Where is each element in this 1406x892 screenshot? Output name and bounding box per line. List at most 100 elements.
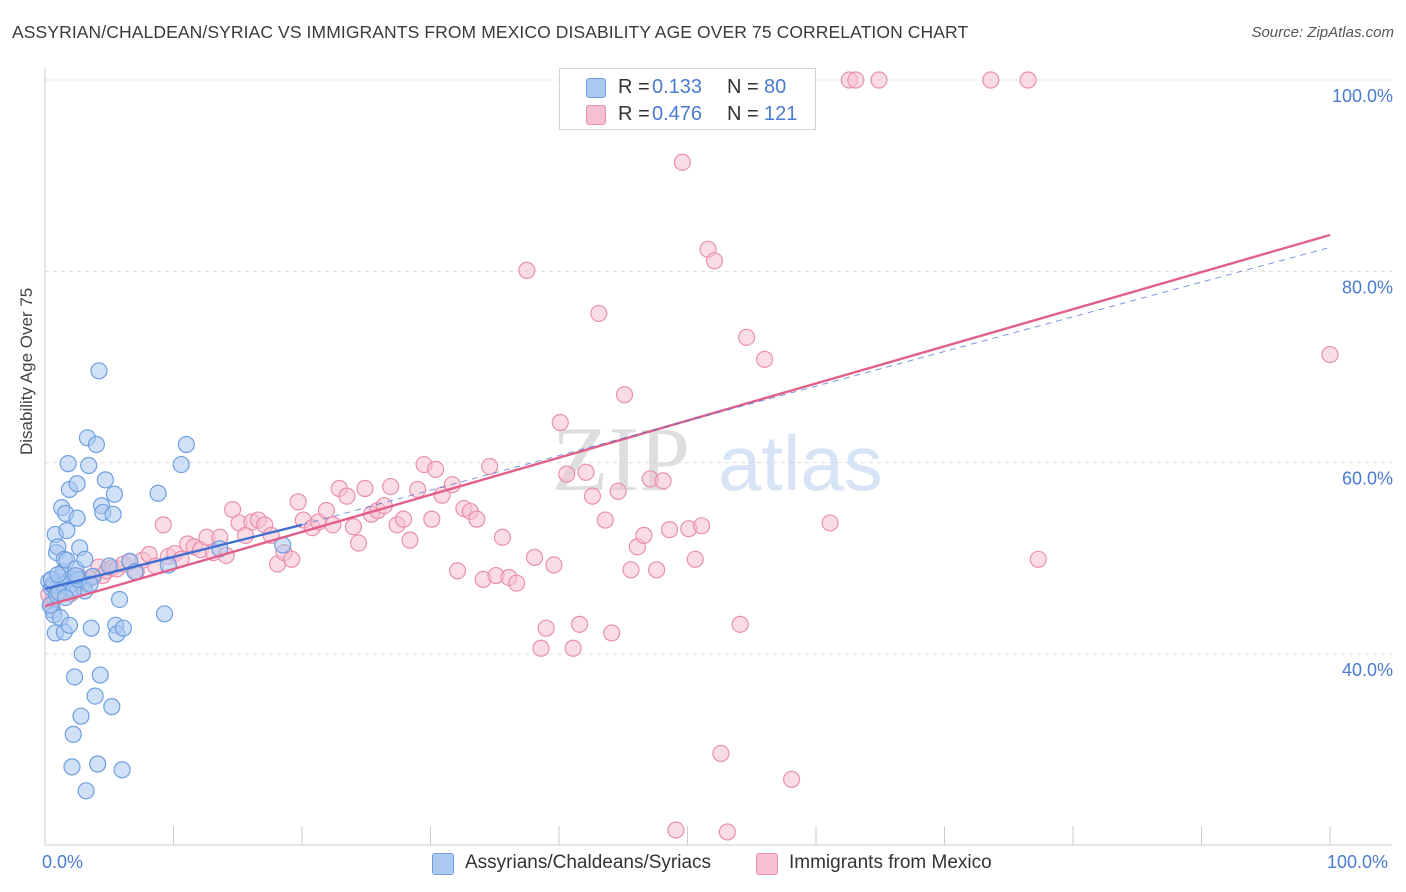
- legend-r-value: 0.133: [652, 76, 703, 98]
- legend-n-value: 80: [764, 76, 787, 98]
- assyrian-point: [172, 455, 190, 474]
- assyrian-point: [113, 761, 131, 779]
- mexico-point: [401, 531, 419, 549]
- y-tick-label: 40.0%: [1342, 660, 1393, 680]
- source-credit: Source: ZipAtlas.com: [1251, 24, 1394, 41]
- assyrian-point: [49, 565, 67, 584]
- mexico-point: [577, 463, 595, 481]
- assyrian-point: [96, 471, 114, 489]
- assyrian-point: [89, 755, 107, 773]
- mexico-point: [738, 328, 756, 346]
- legend-r-label: R =: [618, 76, 650, 98]
- mexico-point: [782, 770, 801, 788]
- mexico-point: [394, 510, 413, 528]
- mexico-point: [596, 511, 614, 529]
- mexico-point: [525, 548, 544, 566]
- bottom-legend-swatch-mexico: [756, 853, 778, 875]
- watermark: ZIP atlas: [552, 408, 883, 510]
- assyrian-point: [72, 707, 90, 725]
- assyrian-point: [114, 619, 132, 637]
- assyrian-point: [104, 505, 122, 523]
- mexico-point: [468, 510, 486, 528]
- y-tick-labels: 40.0% 60.0% 80.0% 100.0%: [1332, 86, 1393, 680]
- mexico-point: [507, 574, 526, 592]
- mexico-point: [821, 514, 839, 532]
- mexico-point: [693, 517, 711, 535]
- legend-r-value: 0.476: [652, 103, 703, 125]
- assyrian-point: [155, 605, 174, 623]
- mexico-point: [382, 477, 400, 496]
- assyrian-point: [82, 619, 100, 637]
- mexico-point: [847, 71, 865, 89]
- mexico-point: [705, 252, 724, 270]
- y-tick-label: 100.0%: [1332, 86, 1393, 106]
- mexico-point: [609, 482, 627, 500]
- assyrian-point: [86, 687, 104, 705]
- mexico-point: [344, 518, 362, 536]
- assyrian-trend-line: [44, 523, 303, 591]
- mexico-point: [558, 465, 576, 483]
- axes: [44, 68, 1392, 846]
- mexico-point: [289, 493, 307, 511]
- mexico-point: [427, 460, 445, 478]
- mexico-point: [712, 744, 730, 763]
- assyrian-point: [60, 616, 79, 634]
- mexico-point: [356, 479, 374, 498]
- assyrian-point: [87, 435, 106, 454]
- mexico-point: [870, 71, 888, 89]
- mexico-point: [423, 510, 441, 528]
- mexico-point: [755, 350, 774, 368]
- legend-r-label: R =: [618, 103, 650, 125]
- mexico-point: [349, 534, 368, 552]
- mexico-point: [603, 624, 621, 642]
- assyrian-point: [91, 666, 109, 684]
- bottom-legend-label-mexico: Immigrants from Mexico: [789, 852, 992, 873]
- mexico-point: [570, 615, 589, 633]
- mexico-point: [493, 528, 512, 546]
- assyrian-point: [110, 590, 129, 609]
- assyrian-point: [77, 782, 95, 800]
- mexico-point: [654, 472, 672, 490]
- mexico-point: [1321, 345, 1339, 364]
- assyrian-point: [59, 455, 77, 473]
- assyrian-point: [105, 485, 123, 503]
- bottom-legend-swatch-assyrian: [432, 853, 454, 875]
- mexico-point: [1019, 71, 1037, 89]
- mexico-point: [648, 561, 666, 579]
- mexico-point: [338, 487, 356, 505]
- y-tick-label: 60.0%: [1342, 469, 1393, 489]
- mexico-point: [564, 639, 582, 657]
- mexico-point: [686, 550, 704, 568]
- mexico-point: [545, 556, 563, 574]
- legend-n-label: N =: [727, 76, 759, 98]
- trend-lines: [44, 233, 1331, 608]
- assyrian-point: [80, 456, 98, 475]
- assyrian-point: [103, 698, 121, 716]
- correlation-legend: R = 0.133 N = 80 R = 0.476 N = 121: [559, 68, 816, 130]
- mexico-point: [551, 413, 569, 432]
- x-tick-label-max: 100.0%: [1327, 852, 1389, 872]
- mexico-point: [615, 386, 634, 404]
- assyrian-point: [58, 521, 76, 540]
- mexico-point: [718, 823, 736, 841]
- assyrian-point: [73, 645, 91, 663]
- watermark-atlas: atlas: [718, 419, 883, 507]
- mexico-point: [660, 521, 679, 539]
- assyrian-point: [64, 725, 82, 743]
- mexico-point: [635, 526, 653, 544]
- gridlines: [45, 79, 1392, 655]
- legend-swatch-assyrian: [586, 78, 606, 98]
- mexico-point: [532, 639, 550, 657]
- mexico-point: [731, 615, 749, 633]
- assyrian-point: [68, 509, 86, 527]
- mexico-point: [673, 153, 691, 171]
- bottom-legend-label-assyrian: Assyrians/Chaldeans/Syriacs: [465, 852, 712, 873]
- chart-title: ASSYRIAN/CHALDEAN/SYRIAC VS IMMIGRANTS F…: [12, 22, 969, 42]
- assyrian-trend-extension: [301, 246, 1331, 526]
- mexico-point: [1029, 550, 1047, 568]
- mexico-point: [667, 821, 685, 839]
- assyrian-point: [68, 475, 86, 493]
- y-tick-label: 80.0%: [1342, 277, 1393, 297]
- legend-n-label: N =: [727, 103, 759, 125]
